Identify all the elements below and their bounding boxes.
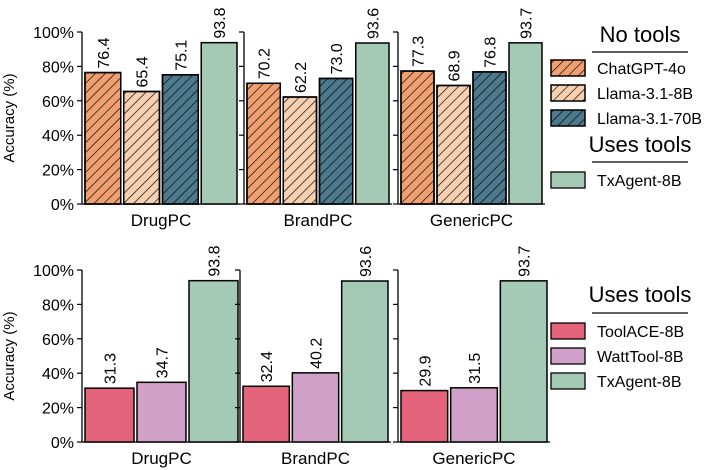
bar-hatch — [84, 71, 122, 205]
data-label: 76.4 — [96, 37, 113, 68]
y-tick-label: 40% — [42, 366, 74, 383]
y-tick-label: 100% — [33, 263, 74, 280]
category-label: BrandPC — [284, 211, 353, 230]
bar-txagent-8b — [355, 42, 390, 205]
data-label: 93.6 — [358, 246, 375, 277]
data-label: 77.3 — [411, 36, 428, 67]
data-label: 93.7 — [519, 8, 536, 39]
bar-hatch — [246, 82, 281, 205]
data-label: 62.2 — [293, 62, 310, 93]
bar-watttool-8b — [136, 381, 187, 443]
data-label: 93.8 — [207, 245, 224, 276]
y-tick-label: 40% — [42, 128, 74, 145]
legend-swatch-hatch — [550, 109, 586, 127]
bar-watttool-8b — [449, 387, 499, 443]
data-label: 93.7 — [517, 246, 534, 277]
data-label: 40.2 — [309, 338, 326, 369]
data-label: 75.1 — [173, 40, 190, 71]
bar-hatch — [282, 96, 318, 205]
panel-brandpc: 70.2 62.2 73.0 93.6 BrandPC — [239, 8, 392, 230]
bar-txagent-8b — [188, 279, 239, 443]
legend-swatch — [550, 347, 586, 365]
y-tick-label: 20% — [42, 401, 74, 418]
panel-genericpc: 77.3 68.9 76.8 93.7 GenericPC — [393, 8, 545, 230]
category-label: GenericPC — [432, 449, 515, 468]
bar-txagent-8b — [340, 280, 389, 443]
data-label: 68.9 — [447, 50, 464, 81]
data-label: 29.9 — [417, 355, 434, 386]
bar-hatch — [472, 71, 507, 205]
legend-swatch — [550, 372, 586, 390]
legend-label: ChatGPT-4o — [597, 61, 686, 78]
y-tick-label: 0% — [51, 197, 74, 214]
bar-hatch — [400, 70, 435, 205]
panel-brandpc: 32.4 40.2 93.6 BrandPC — [235, 246, 391, 468]
bar-hatch — [318, 77, 354, 205]
data-label: 65.4 — [135, 56, 152, 87]
panel-drugpc: 76.4 65.4 75.1 93.8 DrugPC — [77, 7, 240, 230]
legend-swatch — [550, 322, 586, 340]
y-tick-label: 0% — [51, 435, 74, 452]
y-tick-label: 80% — [42, 59, 74, 76]
data-label: 32.4 — [259, 351, 276, 382]
bar-txagent-8b — [200, 41, 238, 205]
legend-bottom: Uses tools ToolACE-8B WattTool-8B TxAgent-8… — [550, 282, 692, 391]
data-label: 31.3 — [103, 353, 120, 384]
legend-label: Llama-3.1-70B — [597, 111, 702, 128]
legend-swatch-hatch — [550, 84, 586, 102]
legend-label: WattTool-8B — [597, 349, 684, 366]
legend-heading: Uses tools — [589, 282, 692, 307]
panel-drugpc: 31.3 34.7 93.8 DrugPC — [77, 245, 241, 468]
data-label: 93.8 — [212, 7, 229, 38]
category-label: GenericPC — [430, 211, 513, 230]
y-tick-label: 100% — [33, 25, 74, 42]
y-axis-label: Accuracy (%) — [1, 311, 18, 400]
bar-txagent-8b — [508, 42, 543, 205]
bar-txagent-8b — [499, 280, 548, 443]
y-axis-label: Accuracy (%) — [1, 73, 18, 162]
y-tick-label: 80% — [42, 297, 74, 314]
data-label: 31.5 — [467, 353, 484, 384]
bar-hatch — [436, 84, 471, 205]
panel-genericpc: 29.9 31.5 93.7 GenericPC — [393, 246, 550, 468]
bar-hatch — [123, 90, 161, 205]
chart-bottom: Accuracy (%) 0% 20% 40% 60% 80% 100% 31.3 34.7 93… — [1, 245, 550, 468]
category-label: DrugPC — [131, 449, 191, 468]
legend-top: No tools ChatGPT-4o Llama-3.1-8B Llama-3.1-… — [550, 22, 702, 190]
chart-top: Accuracy (%) 0% 20% 40% 60% 80% 100% 76.4 65.4 75… — [1, 7, 545, 230]
y-tick-label: 60% — [42, 94, 74, 111]
legend-label: Llama-3.1-8B — [597, 86, 693, 103]
bar-hatch — [161, 74, 199, 205]
legend-heading: No tools — [600, 22, 681, 47]
legend-heading: Uses tools — [589, 132, 692, 157]
data-label: 93.6 — [365, 8, 382, 39]
legend-label: TxAgent-8B — [597, 173, 681, 190]
data-label: 34.7 — [155, 347, 172, 378]
bar-toolace-8b — [400, 389, 449, 443]
legend-swatch — [550, 171, 586, 189]
data-label: 73.0 — [329, 43, 346, 74]
y-tick-label: 60% — [42, 332, 74, 349]
category-label: BrandPC — [281, 449, 350, 468]
legend-label: TxAgent-8B — [597, 374, 681, 391]
bar-toolace-8b — [84, 387, 135, 443]
data-label: 70.2 — [257, 48, 274, 79]
category-label: DrugPC — [131, 211, 191, 230]
bar-watttool-8b — [291, 372, 340, 443]
legend-label: ToolACE-8B — [597, 324, 684, 341]
data-label: 76.8 — [483, 37, 500, 68]
y-tick-label: 20% — [42, 163, 74, 180]
bar-toolace-8b — [242, 385, 291, 443]
legend-swatch-hatch — [550, 59, 586, 77]
